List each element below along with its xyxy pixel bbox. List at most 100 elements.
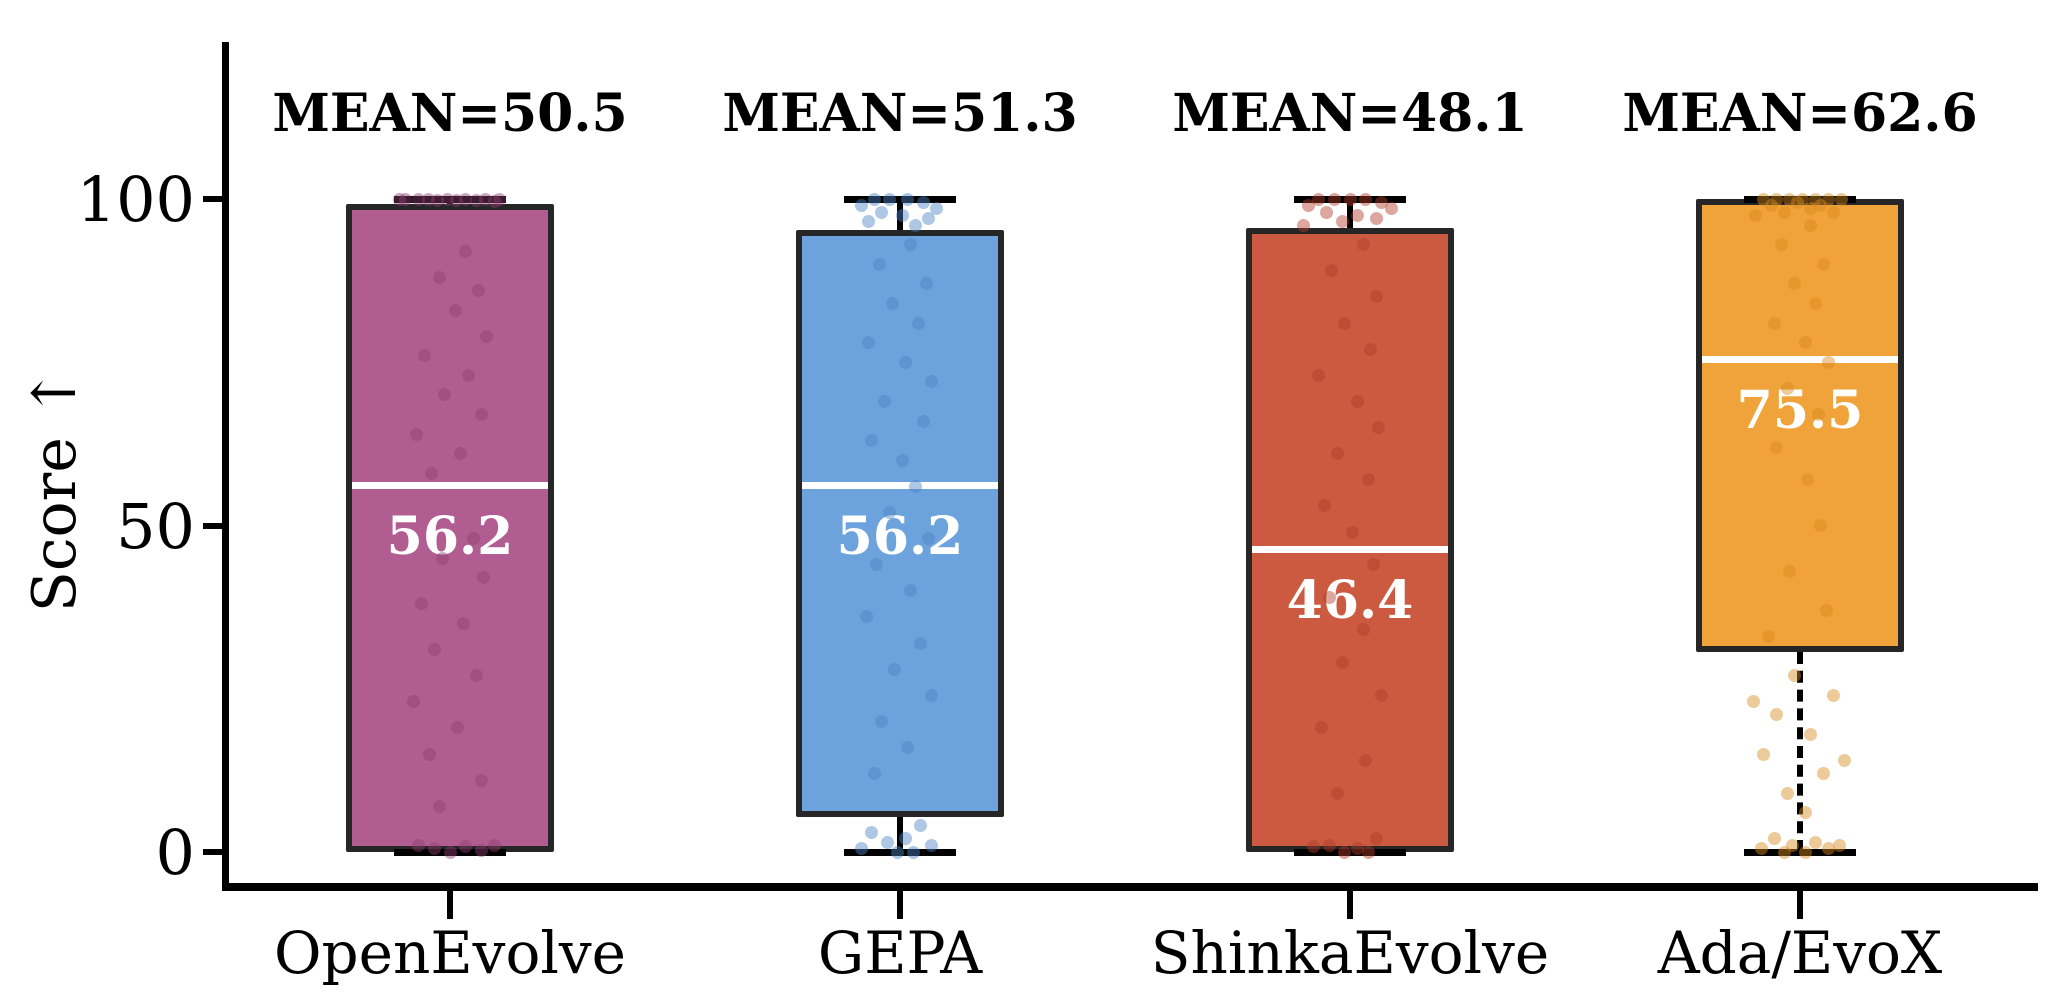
data-point — [1359, 754, 1373, 768]
data-point — [409, 427, 423, 441]
data-point — [1809, 296, 1823, 310]
x-category-label: OpenEvolve — [273, 919, 627, 987]
data-point — [479, 329, 493, 343]
data-point — [872, 257, 886, 271]
data-point — [1803, 727, 1817, 741]
data-point — [451, 721, 465, 735]
data-point — [914, 636, 928, 650]
data-point — [472, 283, 486, 297]
median-line — [352, 482, 548, 489]
data-point — [1798, 336, 1812, 350]
x-tick-mark — [897, 891, 903, 919]
upper-whisker-cap — [1744, 196, 1856, 203]
data-point — [854, 199, 868, 213]
data-point — [1803, 218, 1817, 232]
data-point — [1312, 368, 1326, 382]
data-point — [903, 238, 917, 252]
x-axis-spine — [222, 883, 2038, 891]
data-point — [1366, 558, 1380, 572]
data-point — [474, 843, 488, 857]
data-point — [1816, 257, 1830, 271]
median-value-label: 75.5 — [1736, 379, 1864, 441]
data-point — [862, 215, 876, 229]
data-point — [877, 394, 891, 408]
x-tick-mark — [447, 891, 453, 919]
data-point — [459, 192, 473, 206]
median-line — [802, 482, 998, 489]
data-point — [1775, 238, 1789, 252]
data-point — [888, 662, 902, 676]
data-point — [1835, 192, 1849, 206]
data-point — [433, 799, 447, 813]
data-point — [427, 842, 441, 856]
median-value-label: 56.2 — [386, 506, 514, 567]
data-point — [425, 466, 439, 480]
data-point — [1356, 623, 1370, 637]
data-point — [461, 368, 475, 382]
data-point — [456, 616, 470, 630]
lower-whisker — [1797, 652, 1803, 852]
data-point — [421, 192, 435, 206]
data-point — [906, 845, 920, 859]
data-point — [875, 714, 889, 728]
data-point — [1320, 205, 1334, 219]
data-point — [487, 838, 501, 852]
data-point — [1777, 845, 1791, 859]
data-point — [1827, 688, 1841, 702]
data-point — [487, 195, 501, 209]
data-point — [466, 532, 480, 546]
data-point — [1780, 381, 1794, 395]
lower-whisker-cap — [394, 849, 506, 856]
data-point — [1796, 192, 1810, 206]
data-point — [914, 819, 928, 833]
data-point — [459, 840, 473, 854]
data-point — [1307, 840, 1321, 854]
mean-annotation: MEAN=48.1 — [1172, 83, 1528, 144]
data-point — [1374, 195, 1388, 209]
x-tick-mark — [1347, 891, 1353, 919]
data-point — [412, 838, 426, 852]
data-point — [1338, 316, 1352, 330]
data-point — [449, 194, 463, 208]
data-point — [1325, 264, 1339, 278]
mean-annotation: MEAN=51.3 — [722, 83, 1078, 144]
data-point — [440, 192, 454, 206]
data-point — [1757, 747, 1771, 761]
data-point — [1757, 192, 1771, 206]
data-point — [1783, 564, 1797, 578]
data-point — [854, 842, 868, 856]
upper-whisker — [1347, 199, 1353, 228]
x-category-label: ShinkaEvolve — [1150, 919, 1550, 987]
data-point — [901, 192, 915, 206]
data-point — [1814, 519, 1828, 532]
data-point — [1385, 202, 1399, 216]
data-point — [474, 407, 488, 421]
data-point — [1819, 603, 1833, 617]
data-point — [1322, 838, 1336, 852]
x-category-label: GEPA — [817, 919, 983, 987]
data-point — [412, 192, 426, 206]
data-point — [1327, 192, 1341, 206]
data-point — [1351, 394, 1365, 408]
data-point — [1790, 195, 1804, 209]
data-point — [903, 584, 917, 598]
box-rect — [346, 204, 554, 852]
upper-whisker-cap — [844, 196, 956, 203]
data-point — [898, 355, 912, 369]
data-point — [867, 767, 881, 781]
data-point — [901, 741, 915, 755]
data-point — [435, 551, 449, 565]
data-point — [880, 835, 894, 849]
data-point — [1822, 842, 1836, 856]
data-point — [1783, 192, 1797, 206]
data-point — [438, 388, 452, 402]
data-point — [1788, 277, 1802, 291]
data-point — [1330, 786, 1344, 800]
data-point — [870, 558, 884, 572]
data-point — [916, 414, 930, 428]
data-point — [1811, 407, 1825, 421]
data-point — [1369, 212, 1383, 226]
data-point — [1764, 199, 1778, 213]
data-point — [448, 303, 462, 317]
data-point — [1374, 688, 1388, 702]
